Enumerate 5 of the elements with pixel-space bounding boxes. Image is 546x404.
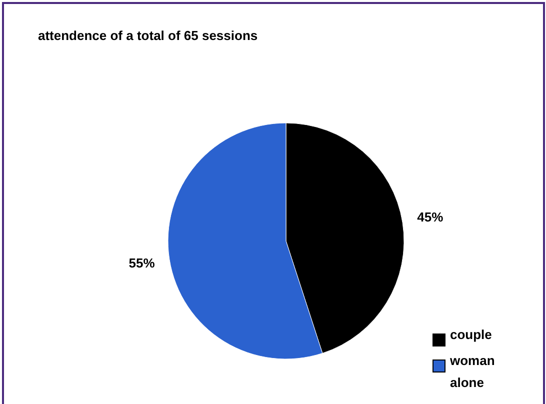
legend-label: couple [450,327,492,342]
legend-label: woman alone [449,353,495,390]
chart-title: attendence of a total of 65 sessions [38,28,258,43]
data-label: 55% [128,255,156,270]
data-label: 45% [417,210,444,225]
